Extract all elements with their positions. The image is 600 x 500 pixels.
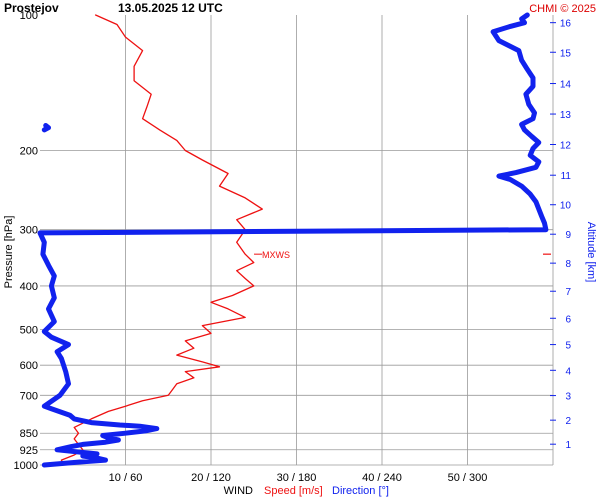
wind-tick-label: 50 / 300: [448, 472, 488, 484]
speed-axis-label: Speed [m/s]: [264, 485, 323, 497]
altitude-tick-label: 12: [560, 141, 572, 152]
altitude-tick-label: 8: [565, 259, 571, 270]
mxws-label: MXWS: [262, 250, 290, 260]
credit-label: CHMI © 2025: [529, 3, 596, 15]
speed-profile-line: [60, 14, 263, 466]
pressure-tick-label: 400: [20, 281, 38, 293]
wind-tick-label: 40 / 240: [362, 472, 402, 484]
pressure-tick-label: 925: [20, 445, 38, 457]
pressure-tick-label: 600: [20, 360, 38, 372]
altitude-tick-label: 11: [561, 171, 572, 182]
direction-profile-line-2: [41, 123, 51, 133]
grid-layer: [40, 15, 554, 466]
pressure-tick-label: 300: [20, 225, 38, 237]
series-layer: [37, 12, 549, 468]
altitude-tick-label: 1: [565, 440, 571, 451]
wind-tick-label: 20 / 120: [191, 472, 231, 484]
altitude-tick-label: 2: [565, 416, 571, 427]
chart-title-datetime: 13.05.2025 12 UTC: [118, 1, 223, 15]
pressure-tick-label: 500: [20, 325, 38, 337]
altitude-axis-label: Altitude [km]: [585, 222, 597, 283]
wind-axis-title: WIND: [224, 485, 253, 497]
altitude-tick-label: 16: [560, 19, 572, 30]
altitude-tick-label: 5: [565, 341, 571, 352]
annotation-layer: MXWS: [254, 250, 551, 260]
altitude-tick-label: 15: [560, 48, 572, 59]
pressure-tick-labels: 100 200 300 400 500 600 700 850 925 1000: [14, 10, 38, 472]
direction-profile-line-1: [37, 12, 549, 468]
altitude-tick-label: 9: [565, 230, 571, 241]
wind-tick-labels: 10 / 60 20 / 120 30 / 180 40 / 240 50 / 300: [109, 472, 488, 484]
pressure-tick-label: 100: [20, 10, 38, 22]
altitude-tick-label: 6: [565, 314, 571, 325]
pressure-tick-label: 700: [20, 390, 38, 402]
altitude-tick-label: 7: [565, 287, 571, 298]
direction-axis-label: Direction [°]: [332, 485, 389, 497]
pressure-tick-label: 1000: [14, 460, 38, 472]
chart-title-station: Prostejov: [4, 1, 59, 15]
pressure-tick-label: 200: [20, 145, 38, 157]
pressure-tick-label: 850: [20, 428, 38, 440]
wind-tick-label: 30 / 180: [277, 472, 317, 484]
altitude-tick-label: 10: [560, 201, 572, 212]
altitude-tick-label: 4: [565, 366, 571, 377]
wind-tick-label: 10 / 60: [109, 472, 143, 484]
altitude-tick-label: 3: [565, 392, 571, 403]
pressure-axis-label: Pressure [hPa]: [3, 216, 15, 289]
altitude-tick-label: 13: [560, 110, 572, 121]
altitude-tick-label: 14: [560, 80, 572, 91]
